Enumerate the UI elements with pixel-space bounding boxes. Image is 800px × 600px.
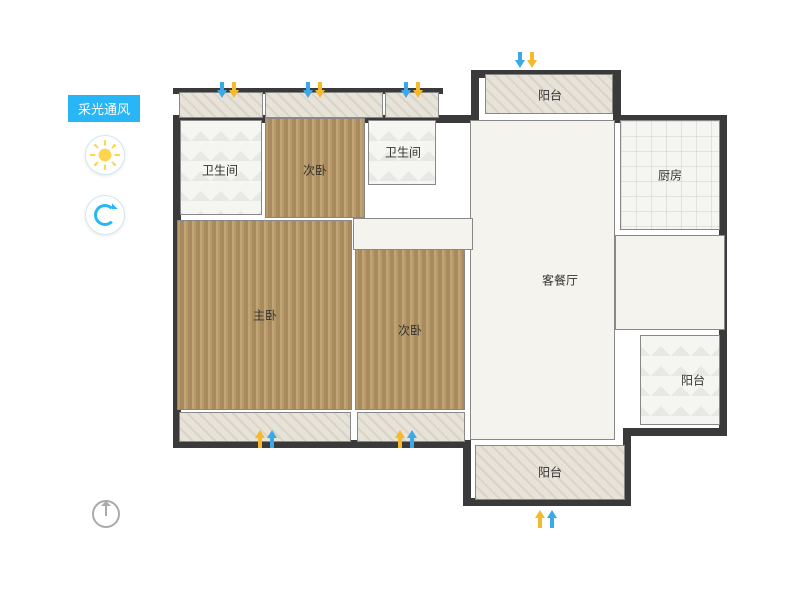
sun-button[interactable] xyxy=(85,135,125,175)
room-kitchen xyxy=(620,120,720,230)
room-entry xyxy=(615,235,725,330)
airflow-arrows xyxy=(217,82,239,100)
room-second_bed_2 xyxy=(355,248,465,410)
blue-arrow-down-icon xyxy=(217,82,227,100)
room-master_bedroom xyxy=(177,220,352,410)
airflow-arrows xyxy=(515,52,537,70)
room-second_bed_1 xyxy=(265,118,365,218)
airflow-arrows xyxy=(255,430,277,448)
room-living_dining xyxy=(470,120,615,440)
wall xyxy=(623,428,727,436)
yellow-arrow-down-icon xyxy=(413,82,423,100)
yellow-arrow-up-icon xyxy=(255,430,265,448)
room-bath_1 xyxy=(180,120,262,215)
yellow-arrow-up-icon xyxy=(395,430,405,448)
blue-arrow-up-icon xyxy=(267,430,277,448)
airflow-arrows xyxy=(401,82,423,100)
airflow-arrows xyxy=(395,430,417,448)
yellow-arrow-down-icon xyxy=(527,52,537,70)
blue-arrow-down-icon xyxy=(401,82,411,100)
yellow-arrow-down-icon xyxy=(315,82,325,100)
lighting-ventilation-tag: 采光通风 xyxy=(68,95,140,122)
room-corridor xyxy=(353,218,473,250)
blue-arrow-up-icon xyxy=(407,430,417,448)
refresh-icon xyxy=(94,204,116,226)
airflow-arrows xyxy=(303,82,325,100)
airflow-arrows xyxy=(535,510,557,528)
yellow-arrow-up-icon xyxy=(535,510,545,528)
compass-icon xyxy=(92,500,120,528)
room-balcony_top xyxy=(485,74,613,114)
sun-icon xyxy=(94,144,116,166)
wall xyxy=(463,440,471,505)
floor-plan: 主卧次卧次卧卫生间卫生间厨房客餐厅阳台阳台阳台 xyxy=(165,60,735,530)
yellow-arrow-down-icon xyxy=(229,82,239,100)
room-balcony_bottom xyxy=(475,445,625,500)
room-balcony_right xyxy=(640,335,720,425)
blue-arrow-down-icon xyxy=(303,82,313,100)
room-bath_2 xyxy=(368,120,436,185)
blue-arrow-up-icon xyxy=(547,510,557,528)
refresh-button[interactable] xyxy=(85,195,125,235)
blue-arrow-down-icon xyxy=(515,52,525,70)
